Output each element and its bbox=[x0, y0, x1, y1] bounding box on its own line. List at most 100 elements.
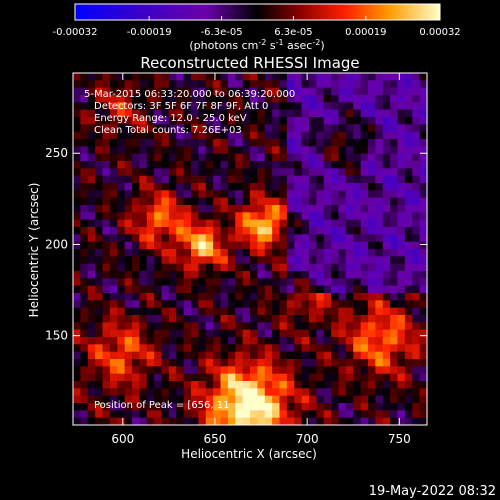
heatmap-cell bbox=[80, 344, 89, 353]
heatmap-cell bbox=[382, 234, 391, 243]
heatmap-cell bbox=[183, 197, 192, 206]
heatmap-cell bbox=[316, 263, 325, 272]
heatmap-cell bbox=[286, 95, 295, 103]
heatmap-cell bbox=[294, 359, 303, 367]
heatmap-cell bbox=[412, 161, 421, 169]
heatmap-cell bbox=[87, 190, 96, 199]
heatmap-cell bbox=[213, 73, 222, 81]
heatmap-cell bbox=[301, 205, 310, 213]
heatmap-cell bbox=[353, 87, 362, 96]
heatmap-cell bbox=[309, 139, 317, 147]
colorbar-tick-label: 6.3e-05 bbox=[274, 27, 312, 38]
heatmap-cell bbox=[412, 73, 421, 81]
heatmap-cell bbox=[404, 146, 413, 155]
heatmap-cell bbox=[382, 300, 391, 309]
heatmap-cell bbox=[264, 388, 273, 397]
heatmap-cell bbox=[301, 315, 310, 323]
heatmap-cell bbox=[286, 190, 295, 199]
heatmap-cell bbox=[109, 403, 118, 411]
heatmap-cell bbox=[235, 337, 244, 345]
heatmap-cell bbox=[301, 212, 310, 221]
heatmap-cell bbox=[168, 205, 177, 213]
heatmap-cell bbox=[95, 417, 104, 425]
heatmap-cell bbox=[316, 381, 325, 389]
heatmap-cell bbox=[198, 410, 207, 419]
heatmap-cell bbox=[286, 175, 295, 184]
heatmap-cell bbox=[213, 344, 222, 353]
heatmap-cell bbox=[323, 373, 332, 382]
heatmap-cell bbox=[272, 403, 281, 411]
heatmap-cell bbox=[132, 95, 140, 103]
heatmap-cell bbox=[404, 190, 413, 199]
heatmap-cell bbox=[257, 410, 266, 419]
heatmap-cell bbox=[404, 278, 413, 287]
heatmap-cell bbox=[316, 183, 325, 191]
colorbar-tick-label: -0.00019 bbox=[127, 27, 172, 38]
heatmap-cell bbox=[331, 271, 340, 279]
heatmap-cell bbox=[397, 234, 406, 243]
heatmap-cell bbox=[132, 131, 140, 140]
heatmap-cell bbox=[109, 175, 118, 184]
heatmap-cell bbox=[87, 381, 96, 389]
heatmap-cell bbox=[294, 241, 303, 250]
heatmap-cell bbox=[213, 278, 222, 287]
heatmap-cell bbox=[198, 197, 207, 206]
heatmap-cell bbox=[323, 205, 332, 213]
heatmap-cell bbox=[250, 183, 258, 191]
heatmap-cell bbox=[227, 329, 236, 338]
heatmap-cell bbox=[272, 175, 281, 184]
heatmap-cell bbox=[264, 241, 273, 250]
heatmap-cell bbox=[390, 285, 399, 294]
heatmap-cell bbox=[198, 366, 207, 375]
heatmap-cell bbox=[404, 153, 413, 162]
heatmap-cell bbox=[419, 366, 427, 375]
heatmap-cell bbox=[183, 322, 192, 331]
heatmap-cell bbox=[227, 168, 236, 177]
heatmap-cell bbox=[117, 366, 126, 375]
heatmap-cell bbox=[264, 117, 273, 125]
heatmap-cell bbox=[213, 256, 222, 265]
heatmap-cell bbox=[309, 153, 317, 162]
heatmap-cell bbox=[345, 80, 354, 89]
heatmap-cell bbox=[73, 197, 81, 206]
heatmap-cell bbox=[353, 80, 362, 89]
heatmap-cell bbox=[139, 87, 148, 96]
heatmap-cell bbox=[345, 124, 354, 133]
heatmap-cell bbox=[132, 381, 140, 389]
heatmap-cell bbox=[213, 139, 222, 147]
colorbar-tick-label: -0.00032 bbox=[53, 27, 98, 38]
heatmap-cell bbox=[360, 329, 369, 338]
heatmap-cell bbox=[309, 329, 317, 338]
heatmap-cell bbox=[139, 197, 148, 206]
heatmap-cell bbox=[161, 403, 170, 411]
heatmap-cell bbox=[331, 109, 340, 118]
heatmap-cell bbox=[360, 95, 369, 103]
heatmap-cell bbox=[242, 197, 251, 206]
heatmap-cell bbox=[390, 161, 399, 169]
heatmap-cell bbox=[109, 263, 118, 272]
heatmap-cell bbox=[250, 161, 258, 169]
heatmap-cell bbox=[397, 212, 406, 221]
heatmap-cell bbox=[235, 227, 244, 235]
heatmap-cell bbox=[309, 263, 317, 272]
heatmap-cell bbox=[95, 293, 104, 301]
heatmap-cell bbox=[132, 234, 140, 243]
heatmap-cell bbox=[397, 366, 406, 375]
heatmap-cell bbox=[242, 395, 251, 404]
heatmap-cell bbox=[183, 190, 192, 199]
heatmap-cell bbox=[250, 410, 258, 419]
heatmap-cell bbox=[235, 329, 244, 338]
heatmap-cell bbox=[109, 359, 118, 367]
heatmap-cell bbox=[250, 263, 258, 272]
heatmap-cell bbox=[404, 373, 413, 382]
heatmap-cell bbox=[331, 227, 340, 235]
heatmap-cell bbox=[272, 271, 281, 279]
heatmap-cell bbox=[242, 351, 251, 360]
heatmap-cell bbox=[390, 410, 399, 419]
heatmap-cell bbox=[235, 271, 244, 279]
heatmap-cell bbox=[375, 381, 384, 389]
heatmap-cell bbox=[368, 153, 376, 162]
heatmap-cell bbox=[360, 175, 369, 184]
heatmap-cell bbox=[87, 373, 96, 382]
